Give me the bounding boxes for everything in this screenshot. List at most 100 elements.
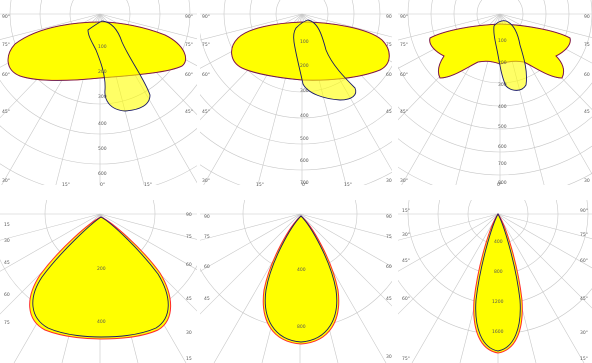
radial-labels-6: 400 800 1200 1600 [492, 239, 504, 335]
svg-text:30: 30 [386, 354, 392, 360]
svg-text:90°: 90° [400, 14, 408, 20]
svg-text:45°: 45° [400, 109, 408, 115]
svg-text:200: 200 [300, 63, 309, 69]
svg-text:800: 800 [498, 180, 507, 186]
svg-text:90: 90 [386, 14, 392, 20]
svg-text:60: 60 [386, 72, 392, 78]
svg-text:700: 700 [498, 161, 507, 167]
svg-text:100: 100 [498, 38, 507, 44]
svg-text:600: 600 [300, 158, 309, 164]
svg-text:60°: 60° [202, 72, 210, 78]
svg-text:45: 45 [386, 109, 392, 115]
intensity-curve-c0-1 [87, 20, 151, 112]
bottom-labels-3: 0° [497, 182, 502, 188]
svg-text:60: 60 [204, 264, 210, 270]
svg-text:45°: 45° [202, 109, 210, 115]
svg-text:1200: 1200 [492, 299, 504, 305]
svg-text:15: 15 [186, 356, 192, 362]
svg-text:400: 400 [97, 319, 106, 325]
svg-text:90: 90 [584, 14, 590, 20]
svg-text:600: 600 [98, 171, 107, 177]
svg-text:30: 30 [584, 178, 590, 184]
svg-text:400: 400 [98, 121, 107, 127]
svg-text:0°: 0° [497, 182, 502, 188]
svg-text:60°: 60° [400, 72, 408, 78]
svg-text:30°: 30° [402, 232, 410, 238]
svg-text:30: 30 [4, 238, 10, 244]
svg-text:1600: 1600 [492, 329, 504, 335]
intensity-curve-c0-4 [32, 216, 169, 338]
angle-labels-right-1: 90° 75° 60° 45° [185, 14, 193, 115]
svg-text:30°: 30° [400, 178, 408, 184]
radial-labels-2: 100 200 300 400 500 600 700 [300, 39, 309, 186]
intensity-curve-fill-5 [262, 215, 340, 345]
svg-text:200: 200 [98, 69, 107, 75]
radial-labels-4: 200 400 [97, 266, 106, 325]
svg-text:15°: 15° [402, 208, 410, 214]
svg-text:90°: 90° [185, 14, 193, 20]
svg-text:45°: 45° [2, 109, 10, 115]
svg-text:30°: 30° [202, 178, 210, 184]
svg-text:800: 800 [297, 324, 306, 330]
svg-text:500: 500 [98, 146, 107, 152]
angle-labels-right-5: 90 75 60 45 30 [386, 214, 392, 360]
svg-text:400: 400 [498, 104, 507, 110]
svg-text:90°: 90° [2, 14, 10, 20]
svg-text:75: 75 [4, 320, 10, 326]
polar-diagram-5: 400 800 90 75 60 45 90 75 60 45 30 [200, 200, 392, 363]
angle-labels-left-6: 15° 30° 45° 60° 75° [402, 208, 410, 362]
svg-text:15°: 15° [256, 182, 264, 188]
bottom-labels-2: 15° 0° 15° [256, 182, 352, 188]
svg-text:75: 75 [204, 234, 210, 240]
radial-labels-5: 400 800 [297, 267, 306, 330]
svg-text:300: 300 [98, 94, 107, 100]
svg-text:45°: 45° [580, 296, 588, 302]
angle-labels-left-2: 90° 75° 60° 45° 30° [202, 14, 210, 184]
angle-labels-left-1: 90° 75° 60° 45° 30° [2, 14, 10, 184]
svg-text:600: 600 [498, 144, 507, 150]
intensity-curve-c90-1 [7, 21, 186, 81]
svg-text:200: 200 [97, 266, 106, 272]
svg-text:15°: 15° [344, 182, 352, 188]
svg-text:15°: 15° [144, 182, 152, 188]
svg-text:75°: 75° [580, 232, 588, 238]
svg-text:0°: 0° [100, 182, 105, 188]
svg-text:60°: 60° [580, 258, 588, 264]
svg-text:15°: 15° [62, 182, 70, 188]
svg-text:200: 200 [498, 60, 507, 66]
svg-text:100: 100 [300, 39, 309, 45]
polar-diagram-1: 100 200 300 400 500 600 90° 75° 60° 45° … [0, 0, 197, 188]
intensity-curve-c0-5 [264, 215, 338, 343]
svg-text:75: 75 [386, 234, 392, 240]
svg-text:45°: 45° [185, 109, 193, 115]
svg-text:700: 700 [300, 180, 309, 186]
svg-text:45: 45 [186, 296, 192, 302]
polar-diagram-6: 400 800 1200 1600 15° 30° 45° 60° 75° 90… [398, 200, 592, 363]
polar-diagram-3: 100 200 300 400 500 600 700 800 90° 75° … [398, 0, 592, 188]
svg-text:60: 60 [4, 292, 10, 298]
angle-labels-right-2: 90 75 60 45 30 [386, 14, 392, 184]
intensity-curve-c0-6 [475, 213, 521, 352]
svg-text:75: 75 [186, 234, 192, 240]
svg-text:30°: 30° [580, 330, 588, 336]
svg-text:300: 300 [300, 88, 309, 94]
bottom-labels-1: 15° 0° 15° [62, 182, 152, 188]
polar-diagram-2: 100 200 300 400 500 600 700 90° 75° 60° … [200, 0, 392, 188]
svg-text:90: 90 [204, 214, 210, 220]
intensity-curve-c0-2 [293, 19, 357, 101]
svg-text:60°: 60° [2, 72, 10, 78]
svg-text:75°: 75° [400, 42, 408, 48]
svg-text:800: 800 [494, 269, 503, 275]
polar-grid-6 [398, 200, 592, 363]
svg-text:45°: 45° [402, 258, 410, 264]
svg-text:45: 45 [584, 109, 590, 115]
svg-text:60: 60 [584, 72, 590, 78]
polar-diagram-4: 200 400 15 30 45 60 75 90 75 60 45 30 15 [0, 200, 197, 363]
svg-text:500: 500 [300, 136, 309, 142]
intensity-curve-c0-3 [493, 20, 527, 91]
svg-text:15°: 15° [580, 356, 588, 362]
radial-labels-3: 100 200 300 400 500 600 700 800 [498, 38, 507, 186]
angle-labels-right-3: 90 75 60 45 30 [584, 14, 590, 184]
svg-text:60°: 60° [185, 72, 193, 78]
